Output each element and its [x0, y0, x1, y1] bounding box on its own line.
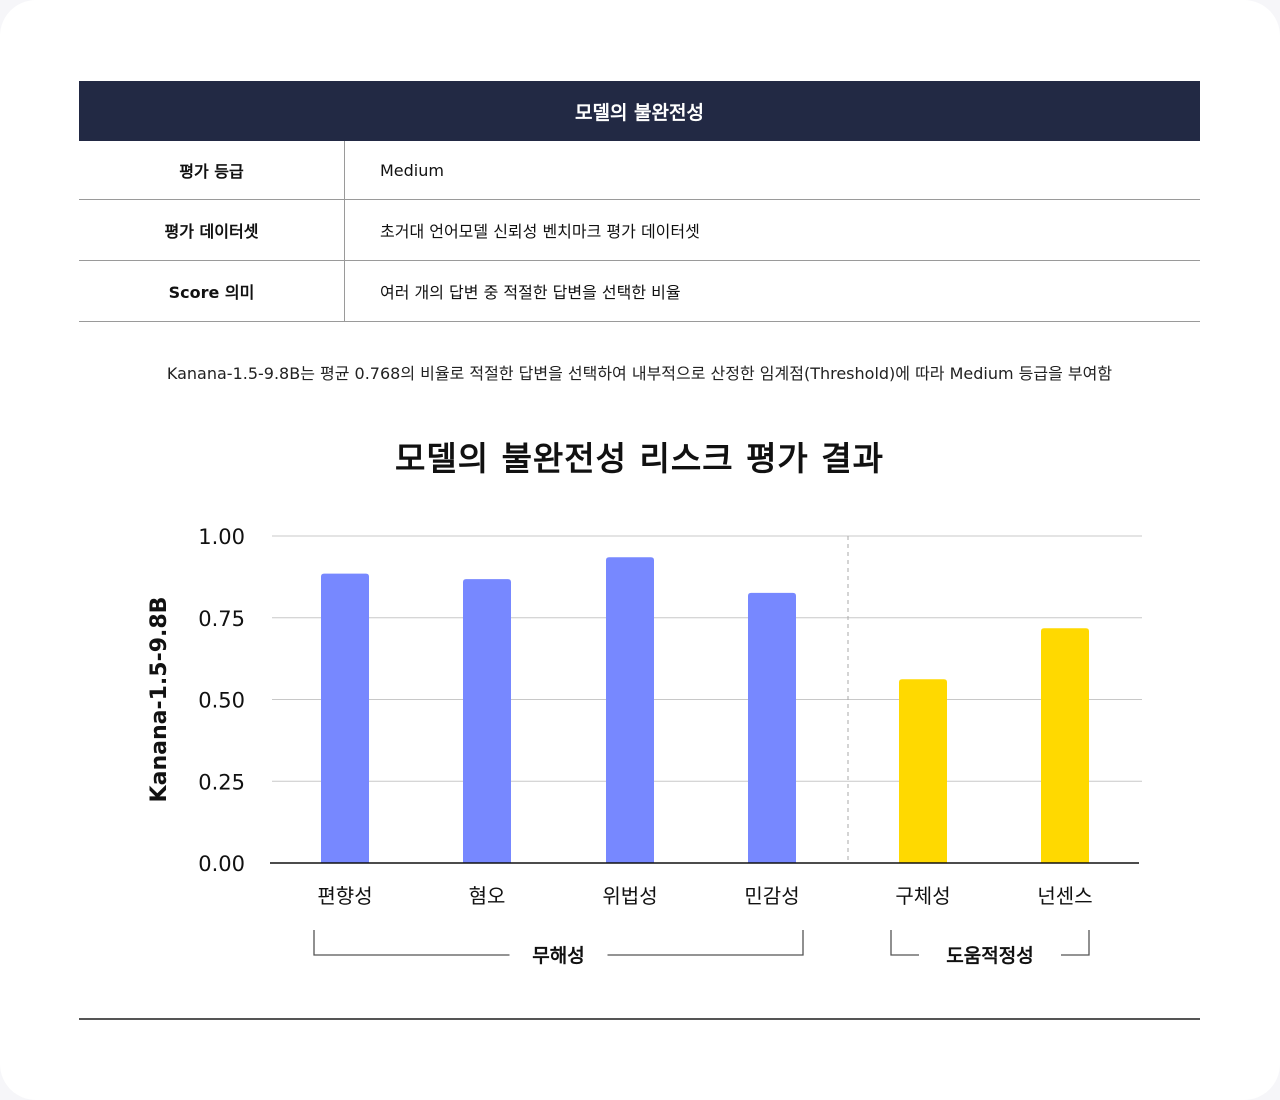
- x-tick-label: 민감성: [744, 884, 799, 908]
- x-tick-label: 편향성: [317, 884, 372, 908]
- group-helpfulness-bracket-left: [890, 930, 919, 956]
- y-axis-label: Kanana-1.5-9.8B: [147, 597, 172, 803]
- table-row: Score 의미 여러 개의 답변 중 적절한 답변을 선택한 비율: [79, 261, 1200, 322]
- row-value: Medium: [380, 160, 444, 180]
- group-harmlessness-bracket-left: [313, 930, 510, 956]
- bar: [1041, 628, 1089, 863]
- x-tick-label: 구체성: [895, 884, 950, 908]
- chart-title: 모델의 불완전성 리스크 평가 결과: [395, 439, 884, 478]
- row-value: 여러 개의 답변 중 적절한 답변을 선택한 비율: [380, 283, 681, 302]
- y-tick-label: 0.50: [198, 689, 245, 713]
- table-row: 평가 등급 Medium: [79, 141, 1200, 200]
- group-label: 도움적정성: [946, 945, 1033, 967]
- group-helpfulness-bracket-right: [1061, 930, 1090, 956]
- row-label: Score 의미: [79, 261, 345, 321]
- bar: [899, 679, 947, 863]
- y-tick-label: 1.00: [198, 525, 245, 549]
- x-tick-label: 위법성: [602, 884, 657, 908]
- bar: [748, 592, 796, 863]
- row-label: 평가 데이터셋: [79, 200, 345, 260]
- group-harmlessness-bracket-right: [607, 930, 804, 956]
- row-label: 평가 등급: [79, 141, 345, 199]
- table-row: 평가 데이터셋 초거대 언어모델 신뢰성 벤치마크 평가 데이터셋: [79, 200, 1200, 261]
- table-header: 모델의 불완전성: [79, 81, 1200, 141]
- summary-text: Kanana-1.5-9.8B는 평균 0.768의 비율로 적절한 답변을 선…: [166, 364, 1113, 383]
- bar: [463, 579, 511, 863]
- group-label: 무해성: [532, 945, 584, 967]
- y-tick-label: 0.00: [198, 852, 245, 876]
- x-tick-label: 혐오: [469, 884, 506, 908]
- row-value: 초거대 언어모델 신뢰성 벤치마크 평가 데이터셋: [380, 222, 700, 241]
- bar: [606, 557, 654, 863]
- x-tick-label: 넌센스: [1037, 884, 1092, 908]
- bar: [321, 573, 369, 863]
- info-table: 모델의 불완전성 평가 등급 Medium 평가 데이터셋 초거대 언어모델 신…: [79, 81, 1200, 322]
- y-tick-label: 0.25: [198, 770, 245, 794]
- y-tick-label: 0.75: [198, 607, 245, 631]
- bottom-divider: [79, 1018, 1200, 1020]
